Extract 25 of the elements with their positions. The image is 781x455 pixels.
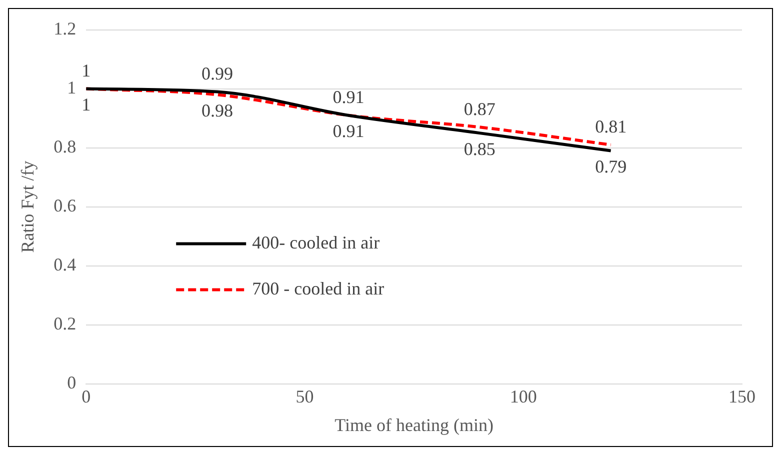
data-label: 1 <box>82 94 91 115</box>
data-label: 0.85 <box>464 138 496 159</box>
y-tick-label: 0.6 <box>54 196 76 216</box>
y-tick-label: 0.8 <box>54 136 76 157</box>
x-tick-label: 50 <box>296 386 314 406</box>
y-tick-label: 0.4 <box>54 254 76 275</box>
y-tick-label: 0 <box>67 372 76 393</box>
x-tick-label: 100 <box>510 386 537 406</box>
y-tick-label: 1.2 <box>54 18 76 39</box>
legend-label: 400- cooled in air <box>252 232 380 253</box>
y-tick-label: 1 <box>67 78 76 98</box>
x-tick-label: 0 <box>82 386 91 406</box>
data-label: 0.79 <box>595 156 627 176</box>
y-axis-title: Ratio Fyt /fy <box>18 160 38 253</box>
legend-label: 700 - cooled in air <box>252 278 384 299</box>
x-axis-title: Time of heating (min) <box>334 414 494 435</box>
x-tick-label: 150 <box>728 386 756 406</box>
data-label: 1 <box>82 60 91 81</box>
data-label: 0.99 <box>202 63 234 84</box>
data-label: 0.98 <box>202 100 234 120</box>
data-label: 0.87 <box>464 98 496 119</box>
y-tick-label: 0.2 <box>54 314 76 334</box>
data-label: 0.91 <box>332 87 364 108</box>
data-label: 0.81 <box>595 116 627 137</box>
data-label: 0.91 <box>332 121 364 142</box>
